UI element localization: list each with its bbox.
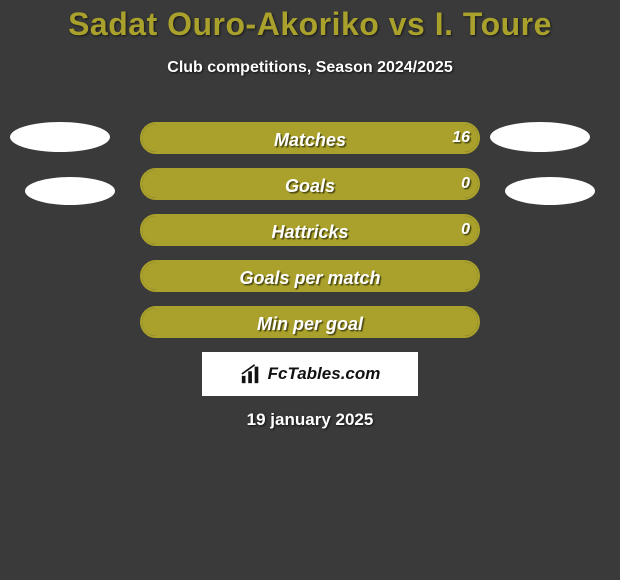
stat-bar-right <box>310 262 478 292</box>
stat-value-right: 0 <box>461 214 470 246</box>
page-subtitle: Club competitions, Season 2024/2025 <box>0 59 620 77</box>
stat-bar: Goals per match <box>140 260 480 292</box>
stat-bar-right <box>310 308 478 338</box>
stat-row: Hattricks0 <box>0 210 620 256</box>
logo-box: FcTables.com <box>202 352 418 396</box>
stat-row: Goals0 <box>0 164 620 210</box>
stat-rows: Matches16Goals0Hattricks0Goals per match… <box>0 118 620 348</box>
stat-bar: Min per goal <box>140 306 480 338</box>
stat-bar-left <box>142 124 310 154</box>
stat-bar-right <box>310 216 478 246</box>
stat-row: Min per goal <box>0 302 620 348</box>
stat-bar-left <box>142 170 310 200</box>
stat-row: Goals per match <box>0 256 620 302</box>
stat-bar-left <box>142 308 310 338</box>
stat-bar: Matches <box>140 122 480 154</box>
bar-chart-icon <box>240 363 262 385</box>
logo-text: FcTables.com <box>268 364 381 384</box>
stat-bar-left <box>142 216 310 246</box>
stat-bar: Goals <box>140 168 480 200</box>
comparison-infographic: Sadat Ouro-Akoriko vs I. Toure Club comp… <box>0 0 620 580</box>
date-text: 19 january 2025 <box>0 410 620 430</box>
stat-value-right: 16 <box>452 122 470 154</box>
stat-bar-left <box>142 262 310 292</box>
logo: FcTables.com <box>240 363 381 385</box>
stat-row: Matches16 <box>0 118 620 164</box>
stat-value-right: 0 <box>461 168 470 200</box>
stat-bar: Hattricks <box>140 214 480 246</box>
stat-bar-right <box>310 170 478 200</box>
page-title: Sadat Ouro-Akoriko vs I. Toure <box>0 0 620 43</box>
